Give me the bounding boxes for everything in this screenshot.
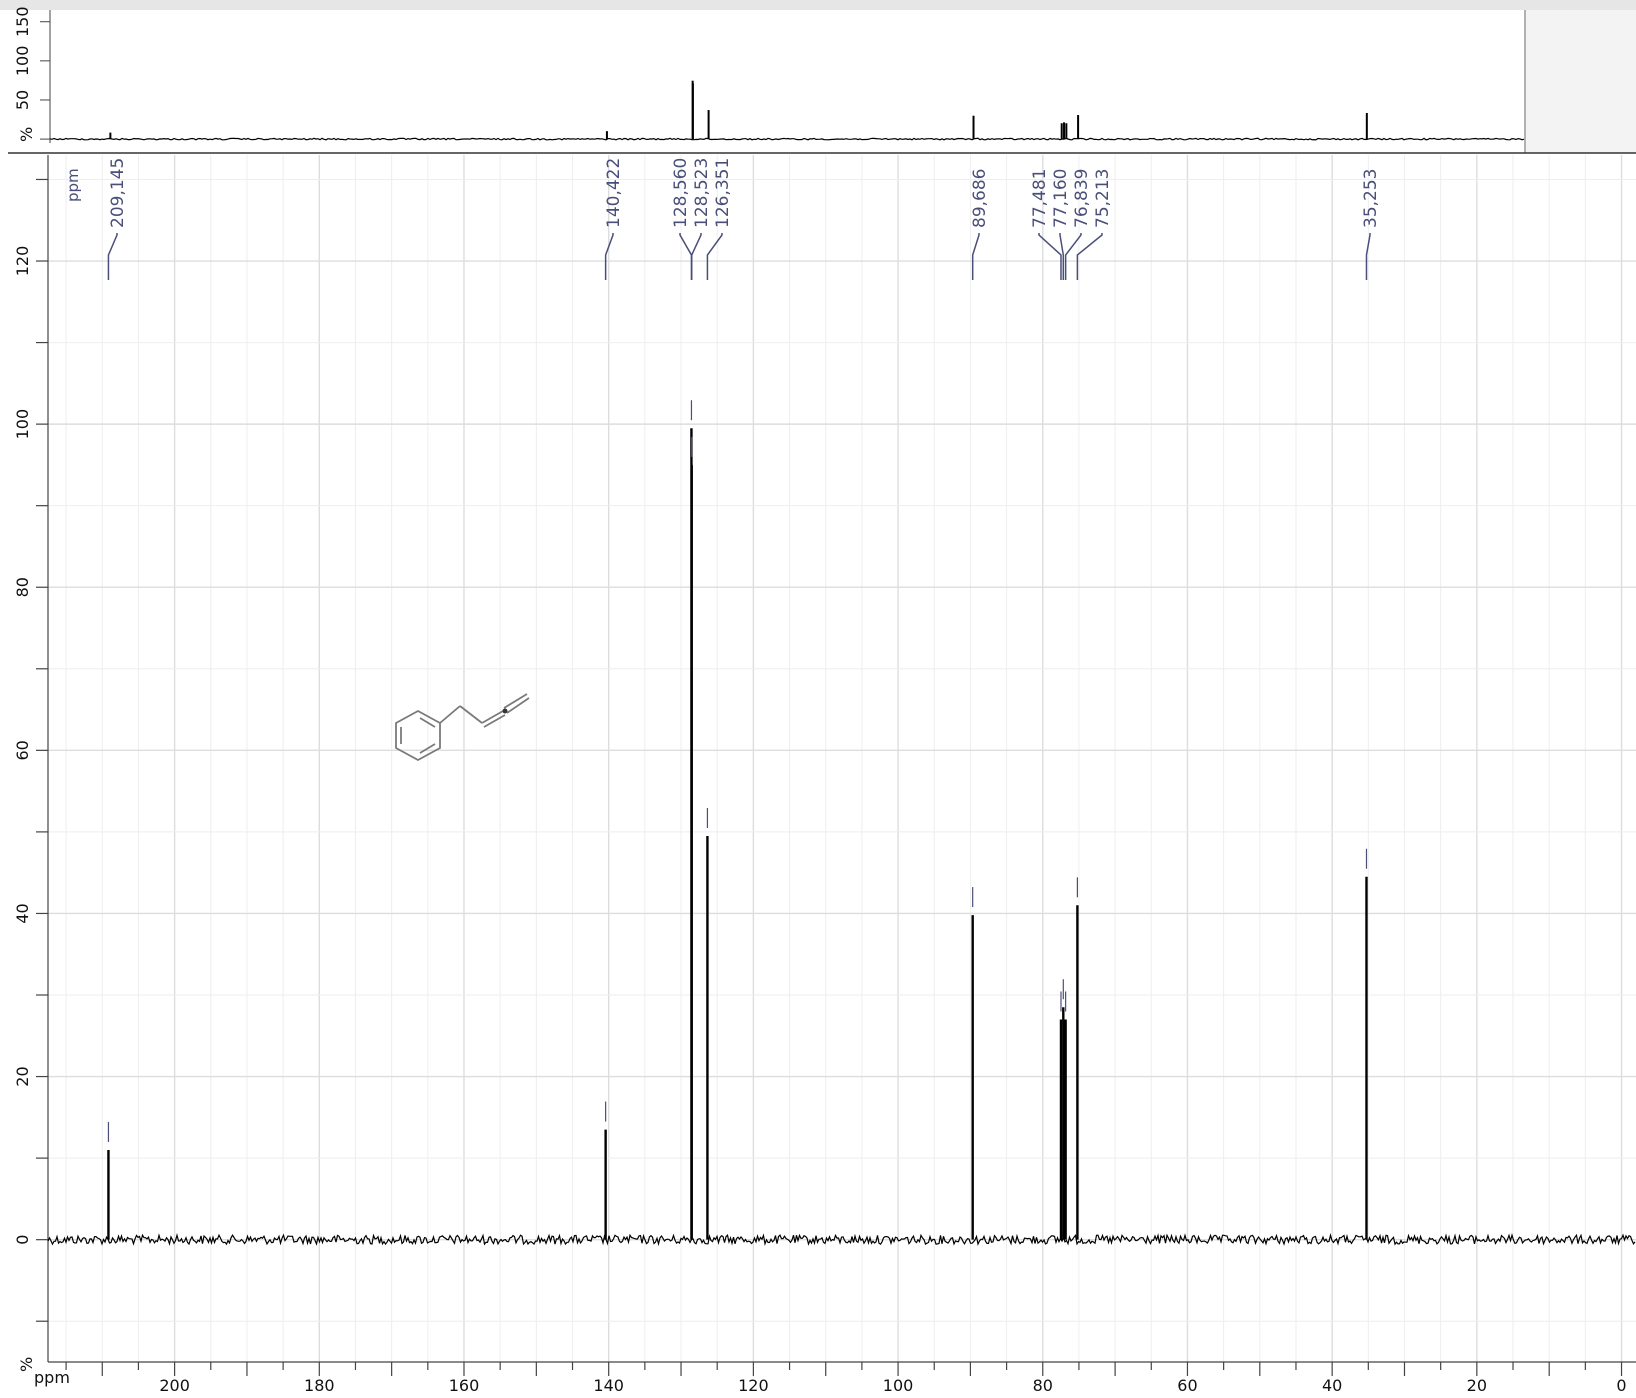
y-tick-label: 0 [13,1235,32,1245]
plot-grid [48,155,1636,1362]
overview-y-tick-label: 50 [13,90,32,110]
x-tick-label: 60 [1177,1376,1197,1395]
overview-side-area [1525,10,1636,153]
y-tick-label: 60 [13,740,32,760]
peak-label: 128,560 [671,158,691,228]
overview-y-tick-label: 100 [13,46,32,77]
peak-label: 126,351 [713,158,733,228]
peak-label-connector [690,233,702,280]
peak-label-connector [1365,233,1371,280]
y-tick-label: 80 [13,577,32,597]
x-tick-label: 0 [1616,1376,1626,1395]
peak-label-unit: ppm [64,168,82,202]
peak-label: 76,839 [1072,169,1092,228]
peak-label-connector [1076,233,1103,280]
y-tick-label: 120 [13,246,32,277]
peak-label: 128,523 [692,158,712,228]
peak-label-connector [1064,233,1082,280]
spectrum-peaks [107,400,1368,1240]
x-tick-label: 100 [883,1376,914,1395]
peak-label: 89,686 [970,169,990,228]
peak-label: 209,145 [108,158,128,228]
molecule-structure-icon [395,693,530,762]
peak-label-connector [1059,233,1065,280]
x-tick-label: 180 [304,1376,335,1395]
peak-label-connector [679,233,693,280]
x-tick-label: 160 [449,1376,480,1395]
x-tick-label: 200 [159,1376,190,1395]
x-axis-unit: ppm [34,1368,70,1387]
y-axis-unit: % [17,1357,36,1372]
peak-label: 77,481 [1030,169,1050,228]
peak-label-connector [1038,233,1062,280]
x-tick-label: 120 [738,1376,769,1395]
peak-label: 75,213 [1093,169,1113,228]
peak-label-connector [604,233,614,280]
overview-panel: 50 100 150 % [0,0,1636,154]
peak-labels: 209,145 140,422 128,560 128,523 126,351 89,68… [107,158,1381,280]
peak-label: 35,253 [1361,169,1381,228]
y-tick-label: 100 [13,409,32,440]
overview-y-ticks: 50 100 150 [13,6,1368,140]
overview-trace [49,137,1525,141]
peak-label: 140,422 [604,158,624,228]
peak-label-connector [107,233,118,280]
peak-label-connector [706,233,723,280]
x-tick-label: 80 [1033,1376,1053,1395]
x-tick-label: 20 [1467,1376,1487,1395]
baseline-noise [47,1232,1636,1247]
overview-y-tick-label: 150 [13,6,32,37]
overview-y-unit: % [17,127,36,142]
peak-label-connector [971,233,980,280]
x-axis-ticks: 200 180 160 140 120 100 80 60 40 20 0 [65,1362,1627,1395]
top-bar [0,0,1636,10]
peak-label: 77,160 [1051,169,1071,228]
y-axis-ticks: 0 20 40 60 80 100 120 [13,178,48,1322]
x-tick-label: 140 [593,1376,624,1395]
y-tick-label: 20 [13,1066,32,1086]
x-tick-label: 40 [1322,1376,1342,1395]
y-tick-label: 40 [13,903,32,923]
